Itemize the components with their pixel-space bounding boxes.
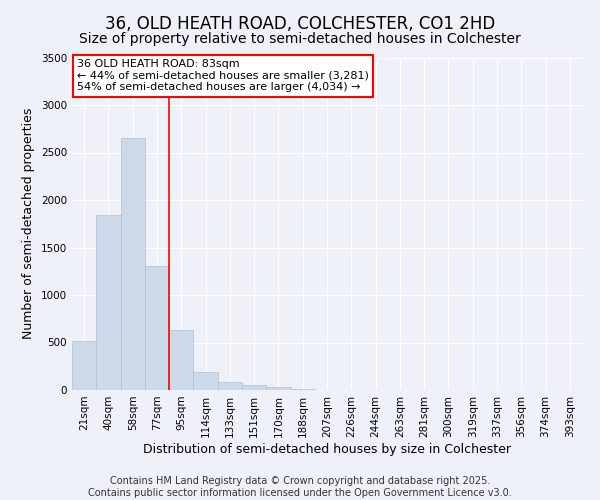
Bar xyxy=(96,215,121,390)
Bar xyxy=(145,266,169,390)
Bar xyxy=(121,138,145,390)
Bar xyxy=(290,389,315,390)
Text: 36, OLD HEATH ROAD, COLCHESTER, CO1 2HD: 36, OLD HEATH ROAD, COLCHESTER, CO1 2HD xyxy=(105,15,495,33)
Text: Size of property relative to semi-detached houses in Colchester: Size of property relative to semi-detach… xyxy=(79,32,521,46)
Bar xyxy=(72,340,96,390)
Bar xyxy=(266,387,290,390)
X-axis label: Distribution of semi-detached houses by size in Colchester: Distribution of semi-detached houses by … xyxy=(143,442,511,456)
Bar xyxy=(218,382,242,390)
Bar xyxy=(169,330,193,390)
Text: 36 OLD HEATH ROAD: 83sqm
← 44% of semi-detached houses are smaller (3,281)
54% o: 36 OLD HEATH ROAD: 83sqm ← 44% of semi-d… xyxy=(77,59,369,92)
Bar xyxy=(193,372,218,390)
Y-axis label: Number of semi-detached properties: Number of semi-detached properties xyxy=(22,108,35,340)
Text: Contains HM Land Registry data © Crown copyright and database right 2025.
Contai: Contains HM Land Registry data © Crown c… xyxy=(88,476,512,498)
Bar xyxy=(242,385,266,390)
